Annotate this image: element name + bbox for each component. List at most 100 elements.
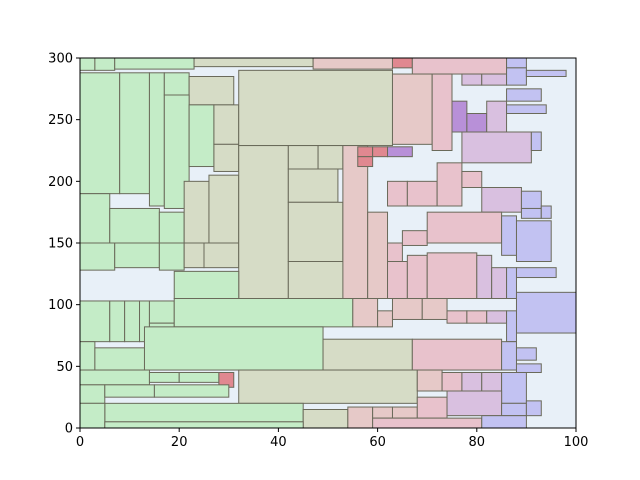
treemap-rect-68 xyxy=(426,252,478,300)
treemap-rect-65 xyxy=(426,211,503,244)
treemap-rect-51 xyxy=(461,73,483,86)
treemap-rect-30 xyxy=(317,145,344,170)
treemap-rect-54 xyxy=(525,69,567,78)
treemap-rect-22 xyxy=(79,242,116,271)
x-tick-label: 100 xyxy=(564,435,589,450)
y-tick-label: 100 xyxy=(48,298,73,313)
treemap-rect-64 xyxy=(540,205,552,219)
treemap-rect-39 xyxy=(372,146,389,158)
treemap-rect-85 xyxy=(421,298,448,320)
treemap-rect-84 xyxy=(391,298,423,320)
treemap-rect-2 xyxy=(114,57,195,70)
x-axis: 0 20 40 60 80 100 xyxy=(76,428,589,450)
treemap-rect-6 xyxy=(411,57,508,75)
x-tick-label: 80 xyxy=(469,435,486,450)
y-tick-label: 150 xyxy=(48,237,73,252)
rectangles-layer xyxy=(79,57,577,429)
treemap-rect-96 xyxy=(515,347,537,361)
treemap-rect-90 xyxy=(79,341,96,371)
treemap-rect-38 xyxy=(357,146,374,158)
treemap-rect-102 xyxy=(238,369,418,404)
treemap-rect-100 xyxy=(178,372,220,383)
treemap-rect-4 xyxy=(312,57,393,70)
x-tick-label: 60 xyxy=(369,435,386,450)
treemap-rect-50 xyxy=(486,100,508,133)
treemap-rect-106 xyxy=(481,372,503,392)
treemap-rect-122 xyxy=(372,417,483,429)
treemap-rect-98 xyxy=(79,369,150,386)
treemap-rect-62 xyxy=(520,190,542,209)
treemap-rect-29 xyxy=(287,145,319,170)
treemap-rect-48 xyxy=(451,100,468,133)
treemap-rect-7 xyxy=(506,57,527,69)
treemap-rect-109 xyxy=(104,384,155,398)
treemap-rect-27 xyxy=(238,69,393,147)
treemap-rect-52 xyxy=(481,73,508,86)
treemap-rect-63 xyxy=(520,207,542,219)
treemap-rect-16 xyxy=(213,143,240,172)
x-tick-label: 0 xyxy=(76,435,84,450)
treemap-rect-107 xyxy=(501,372,527,404)
treemap-rect-34 xyxy=(342,145,369,299)
treemap-rect-73 xyxy=(515,291,577,334)
treemap-rect-42 xyxy=(387,180,408,207)
treemap-rect-49 xyxy=(466,113,488,133)
treemap-rect-120 xyxy=(79,402,106,429)
treemap-rect-56 xyxy=(506,104,547,115)
treemap-rect-83 xyxy=(377,310,393,328)
treemap-rect-118 xyxy=(501,402,527,417)
treemap-rect-93 xyxy=(322,338,413,371)
treemap-rect-111 xyxy=(104,402,304,423)
treemap-rect-67 xyxy=(515,220,552,263)
treemap-rect-99 xyxy=(148,372,180,383)
treemap-rect-35 xyxy=(367,211,389,300)
treemap-rect-61 xyxy=(481,187,522,213)
treemap-rect-97 xyxy=(515,363,542,374)
treemap-rect-53 xyxy=(506,67,527,86)
treemap-rect-9 xyxy=(119,72,150,195)
treemap-rect-72 xyxy=(515,267,557,279)
treemap-rect-47 xyxy=(431,73,453,151)
treemap-rect-112 xyxy=(302,409,349,429)
treemap-rect-87 xyxy=(466,310,488,324)
treemap-rect-117 xyxy=(446,390,503,417)
treemap-rect-78 xyxy=(148,300,175,324)
treemap-rect-80 xyxy=(173,270,240,300)
treemap-rect-104 xyxy=(441,372,463,392)
treemap-rect-18 xyxy=(109,207,160,244)
treemap-rect-41 xyxy=(357,156,374,168)
treemap-rect-33 xyxy=(287,261,349,299)
treemap-rect-37 xyxy=(391,73,433,145)
treemap-rect-3 xyxy=(193,57,314,68)
treemap-rect-75 xyxy=(109,300,126,343)
plot-area xyxy=(79,57,577,429)
treemap-rect-15 xyxy=(213,104,240,145)
treemap-rect-21 xyxy=(208,174,240,244)
treemap-rect-113 xyxy=(347,406,374,429)
treemap-rect-25 xyxy=(183,242,205,269)
treemap-rect-60 xyxy=(461,170,483,188)
treemap-rect-116 xyxy=(416,396,448,419)
treemap-rect-45 xyxy=(387,261,408,299)
treemap-rect-10 xyxy=(148,72,165,207)
treemap-rect-23 xyxy=(114,242,160,269)
x-tick-label: 40 xyxy=(270,435,287,450)
y-tick-label: 0 xyxy=(65,422,73,437)
treemap-rect-114 xyxy=(372,406,393,419)
treemap-rect-69 xyxy=(476,254,493,299)
treemap-rect-74 xyxy=(79,300,111,343)
treemap-rect-0 xyxy=(79,57,96,71)
treemap-rect-46 xyxy=(406,254,428,299)
treemap-rect-17 xyxy=(79,193,111,246)
y-tick-label: 300 xyxy=(48,52,73,67)
treemap-rect-19 xyxy=(158,211,185,244)
y-tick-label: 250 xyxy=(48,113,73,128)
treemap-rect-70 xyxy=(491,267,508,299)
treemap-rect-88 xyxy=(486,310,508,324)
treemap-rect-92 xyxy=(143,326,324,371)
treemap-rect-121 xyxy=(104,421,304,429)
treemap-rect-55 xyxy=(506,88,542,102)
treemap-rect-20 xyxy=(183,180,210,244)
treemap-rect-12 xyxy=(188,76,235,106)
treemap-rect-11 xyxy=(163,72,190,96)
